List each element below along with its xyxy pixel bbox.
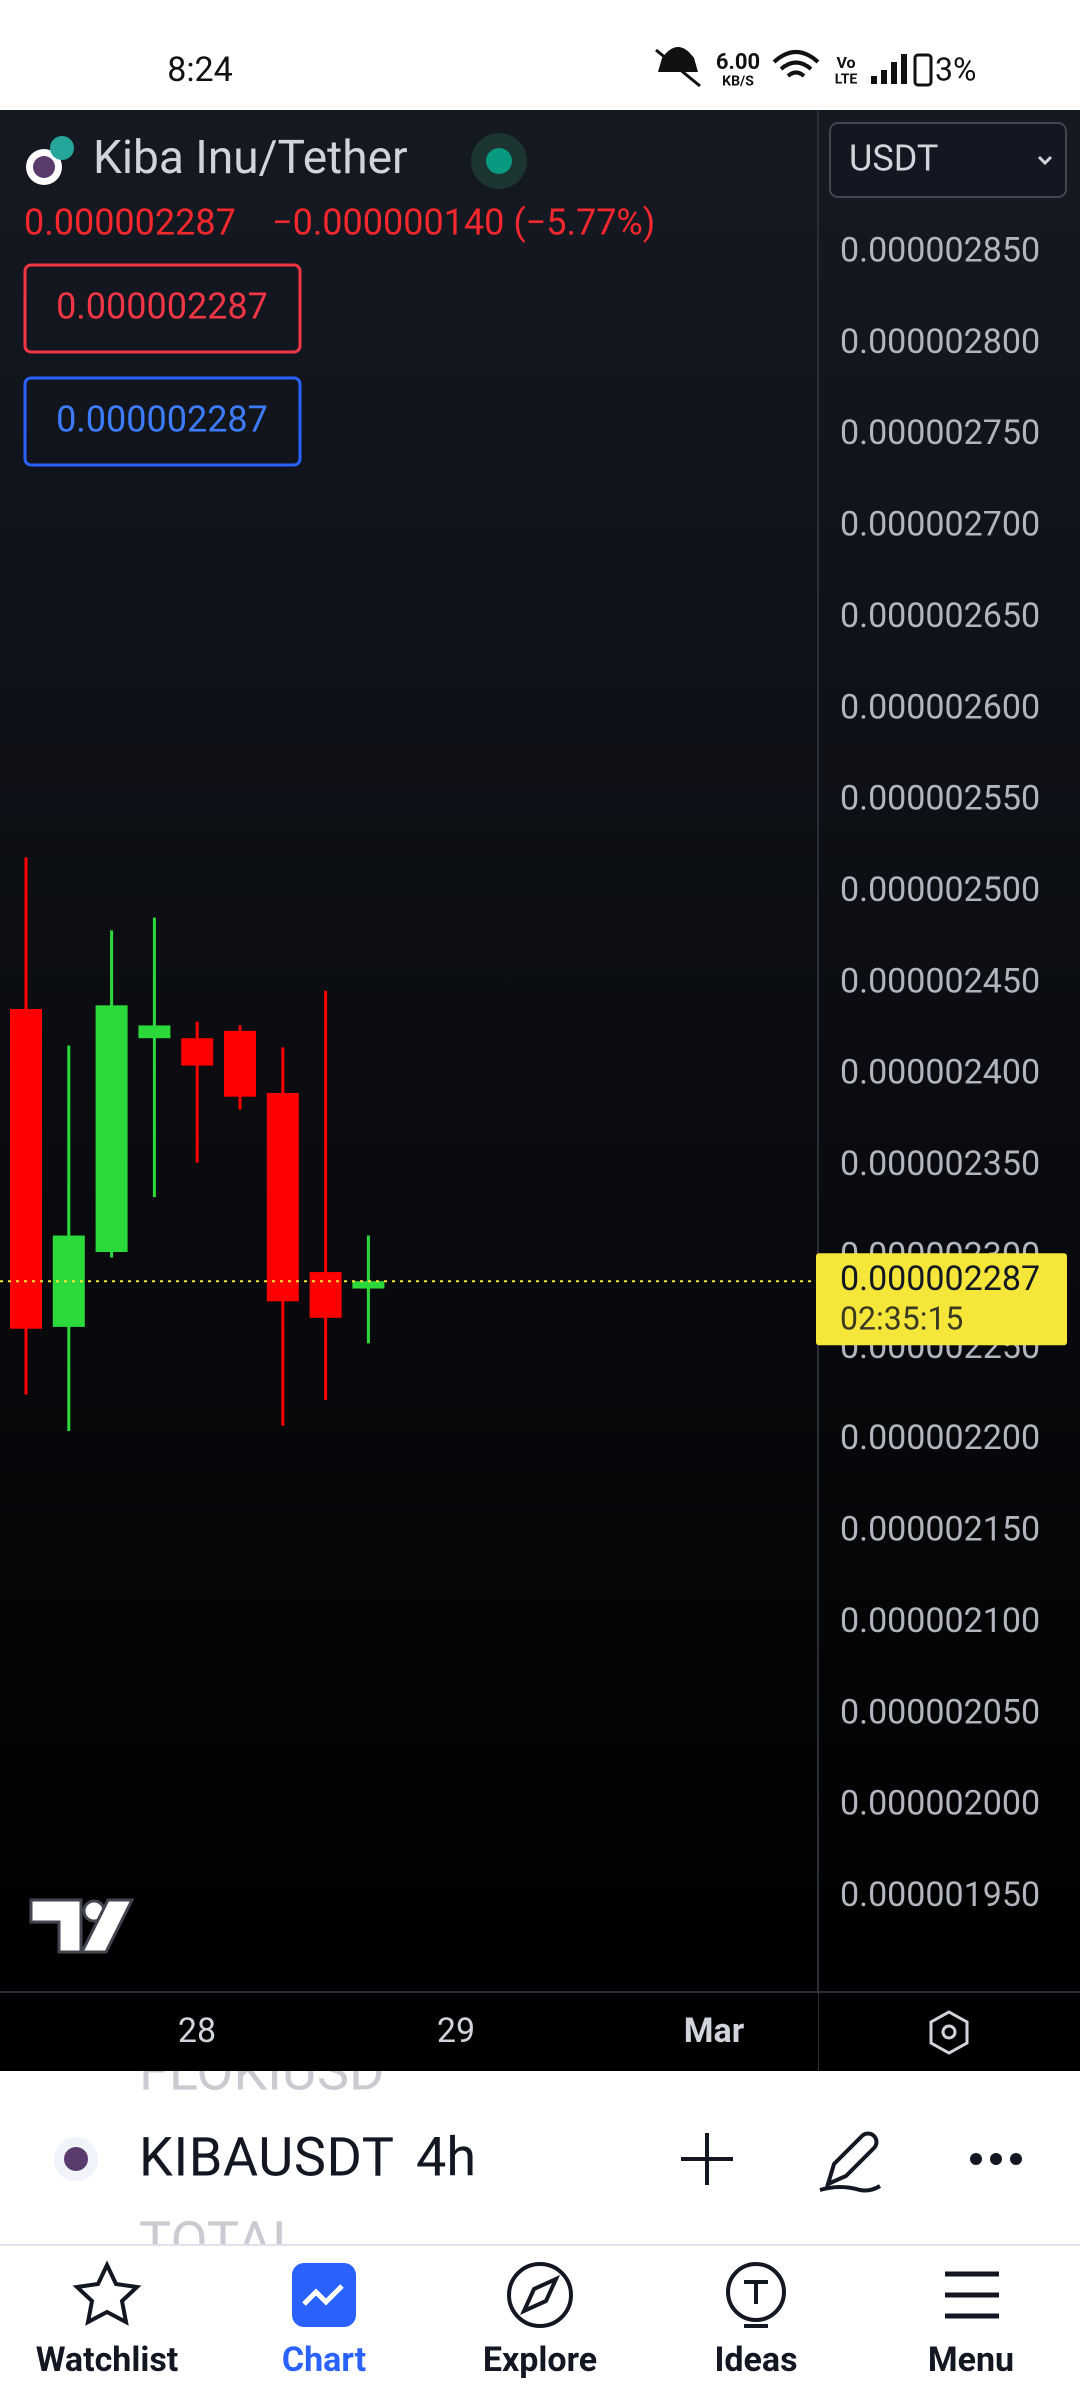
symbol[interactable]: KIBAUSDT xyxy=(139,2126,394,2189)
nav-chart[interactable]: Chart xyxy=(282,2340,366,2380)
next-symbol[interactable]: TOTAL xyxy=(139,2210,301,2273)
y-tick-label: 0.000002050 xyxy=(840,1692,1040,1732)
y-tick-label: 0.000002400 xyxy=(840,1053,1040,1093)
clock: 8:24 xyxy=(167,50,233,90)
last-price-box xyxy=(816,1253,1067,1346)
y-tick-label: 0.000002750 xyxy=(840,413,1040,453)
y-tick-label: 0.000002200 xyxy=(840,1418,1040,1458)
ideas-icon[interactable] xyxy=(726,2262,786,2322)
plot-area xyxy=(0,857,818,1432)
buy-price[interactable]: 0.000002287 xyxy=(56,399,268,441)
status-bar xyxy=(0,0,1080,110)
y-tick-label: 0.000001950 xyxy=(840,1875,1040,1915)
nav-ideas[interactable]: Ideas xyxy=(714,2340,797,2380)
bottom-nav xyxy=(0,2245,1080,2400)
countdown: 02:35:15 xyxy=(840,1300,963,1338)
net-unit: KB/S xyxy=(722,74,754,90)
chart-icon-line xyxy=(302,2284,344,2306)
time-axis-labels: 28 29 Mar xyxy=(178,2011,745,2051)
interval[interactable]: 4h xyxy=(416,2126,476,2189)
nav-menu[interactable]: Menu xyxy=(928,2340,1014,2380)
candle-body xyxy=(10,1008,42,1329)
x-tick-label: 29 xyxy=(437,2011,475,2051)
chart-background xyxy=(0,110,1080,1992)
tv-logo xyxy=(29,1898,135,1954)
chart-icon[interactable] xyxy=(292,2263,356,2327)
y-tick-label: 0.000002150 xyxy=(840,1510,1040,1550)
candle-body xyxy=(138,1025,171,1039)
prev-symbol[interactable]: FLOKIUSD xyxy=(139,2040,384,2103)
price-axis: 0.000002850 0.000002800 0.000002750 0.00000… xyxy=(816,231,1067,1915)
y-tick-label: 0.000002500 xyxy=(840,870,1040,910)
candle-body xyxy=(224,1030,256,1097)
explore-needle xyxy=(519,2274,561,2316)
currency-dropdown[interactable] xyxy=(829,122,1067,198)
y-tick-label: 0.000002000 xyxy=(840,1784,1040,1824)
last-price-label: 0.000002287 xyxy=(840,1259,1040,1299)
ideas-icon-detail xyxy=(744,2280,768,2328)
net-speed: 6.00 xyxy=(716,50,760,75)
status-icons: Vo LTE xyxy=(655,47,933,88)
candle-body xyxy=(309,1272,342,1318)
symbol-icon xyxy=(26,136,74,185)
y-tick-label: 0.000002850 xyxy=(840,231,1040,271)
candle-body xyxy=(352,1281,385,1289)
svg-text:Vo: Vo xyxy=(836,53,855,72)
y-tick-label: 0.000002700 xyxy=(840,505,1040,545)
y-tick-label: 0.000002800 xyxy=(840,322,1040,362)
more-button[interactable] xyxy=(970,2153,1022,2165)
toolbar-symbol-icon-inner xyxy=(64,2147,88,2171)
explore-icon[interactable] xyxy=(507,2262,573,2328)
candle-body xyxy=(266,1093,299,1302)
settings-icon[interactable] xyxy=(929,2010,969,2055)
sell-price[interactable]: 0.000002287 xyxy=(56,286,268,328)
y-tick-label: 0.000002600 xyxy=(840,687,1040,727)
x-tick-label: 28 xyxy=(178,2011,216,2051)
currency[interactable]: USDT xyxy=(849,138,938,180)
svg-text:LTE: LTE xyxy=(835,72,858,88)
nav-watchlist[interactable]: Watchlist xyxy=(36,2340,179,2380)
menu-icon[interactable] xyxy=(945,2271,999,2319)
candle-body xyxy=(181,1038,214,1066)
buy-button[interactable] xyxy=(23,376,302,467)
y-tick-label: 0.000002100 xyxy=(840,1601,1040,1641)
settings-icon-center xyxy=(941,2024,957,2040)
candle-body xyxy=(95,1005,128,1252)
last-price: 0.000002287 xyxy=(24,202,236,244)
market-status[interactable] xyxy=(486,148,512,174)
watchlist-icon[interactable] xyxy=(72,2260,142,2326)
add-button[interactable] xyxy=(681,2133,733,2185)
draw-button[interactable] xyxy=(819,2131,882,2193)
sell-button[interactable] xyxy=(23,263,302,354)
x-tick-label: Mar xyxy=(684,2011,745,2051)
y-tick-label: 0.000002650 xyxy=(840,596,1040,636)
y-tick-label: 0.000002450 xyxy=(840,961,1040,1001)
time-axis xyxy=(0,1992,818,2071)
battery: 3% xyxy=(935,50,976,88)
toolbar xyxy=(0,2071,1080,2245)
chevron xyxy=(1037,155,1053,166)
y-tick-label: 0.000002350 xyxy=(840,1144,1040,1184)
nav-explore[interactable]: Explore xyxy=(483,2340,597,2380)
price-change: −0.000000140 (−5.77%) xyxy=(272,202,655,244)
y-tick-label: 0.000002550 xyxy=(840,779,1040,819)
symbol-name[interactable]: Kiba Inu/Tether xyxy=(93,131,408,185)
